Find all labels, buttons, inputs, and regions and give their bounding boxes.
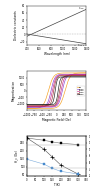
0K — [84, 72, 85, 74]
150K — [30, 105, 31, 108]
300K — [84, 76, 85, 78]
Line: 0K: 0K — [27, 73, 86, 108]
Text: $\varepsilon_{imag}$: $\varepsilon_{imag}$ — [77, 42, 85, 48]
200K — [84, 74, 85, 77]
300K — [55, 101, 56, 103]
Y-axis label: Dielectric constants: Dielectric constants — [14, 11, 18, 40]
Y-axis label: H_c (Oe): H_c (Oe) — [15, 150, 19, 162]
0K — [55, 107, 56, 109]
100K — [84, 73, 85, 75]
150K — [54, 105, 55, 107]
300K — [73, 76, 74, 78]
100K — [26, 106, 28, 108]
200K — [30, 105, 31, 107]
Y-axis label: Magnetization: Magnetization — [11, 80, 15, 101]
100K — [86, 73, 87, 75]
Line: 300K: 300K — [27, 77, 86, 105]
Text: $\varepsilon_{real}$: $\varepsilon_{real}$ — [78, 5, 85, 12]
150K — [84, 74, 85, 76]
150K — [84, 74, 85, 76]
150K — [55, 104, 56, 106]
150K — [26, 105, 28, 108]
100K — [84, 73, 85, 75]
150K — [86, 74, 87, 76]
X-axis label: Magnetic Field (Oe): Magnetic Field (Oe) — [42, 118, 71, 122]
0K — [86, 72, 87, 74]
Line: 200K: 200K — [27, 76, 86, 106]
Line: 100K: 100K — [27, 74, 86, 107]
0K — [73, 73, 74, 75]
300K — [26, 103, 28, 106]
0K — [30, 107, 31, 110]
200K — [26, 105, 28, 107]
100K — [55, 105, 56, 107]
200K — [73, 74, 74, 77]
300K — [86, 76, 87, 78]
100K — [54, 106, 55, 108]
X-axis label: T (K): T (K) — [53, 183, 60, 187]
200K — [55, 103, 56, 105]
150K — [73, 74, 74, 76]
300K — [84, 76, 85, 78]
200K — [86, 74, 87, 77]
200K — [54, 104, 55, 106]
200K — [84, 74, 85, 77]
X-axis label: Wavelength (nm): Wavelength (nm) — [44, 52, 70, 57]
300K — [54, 103, 55, 105]
100K — [30, 106, 31, 108]
300K — [30, 103, 31, 106]
0K — [84, 72, 85, 74]
0K — [54, 107, 55, 109]
100K — [73, 73, 74, 75]
Line: 150K: 150K — [27, 75, 86, 107]
0K — [26, 107, 28, 110]
Legend: 0K, 100K, 150K, 200K, 300K: 0K, 100K, 150K, 200K, 300K — [77, 86, 85, 96]
